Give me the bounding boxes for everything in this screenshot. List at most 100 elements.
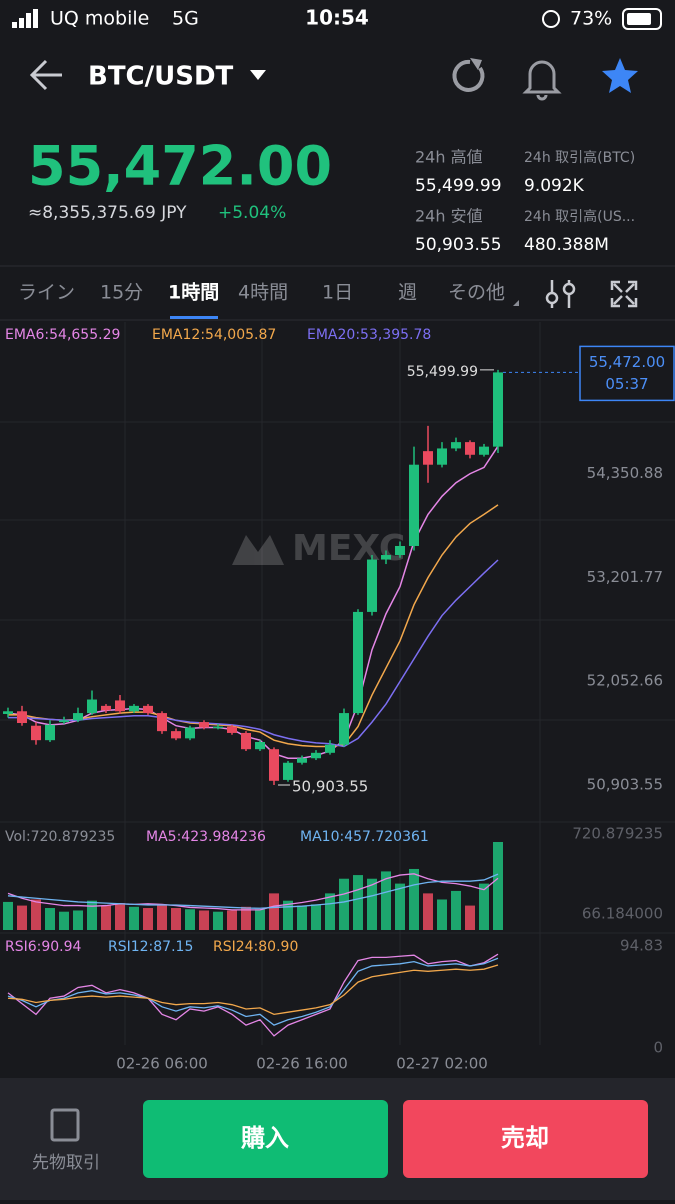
volume-bar — [255, 909, 265, 930]
volume-bar — [283, 900, 293, 930]
high-annotation: 55,499.99 — [407, 364, 478, 380]
tab-underline — [170, 316, 218, 319]
stat-label: 24h 取引高(BTC) — [524, 149, 635, 166]
volume-legend: Vol:720.879235 — [5, 829, 115, 845]
indicator-button[interactable] — [545, 280, 576, 308]
candle-body — [311, 752, 321, 759]
volume-bar — [115, 903, 125, 930]
volume-bar — [423, 893, 433, 930]
candle-body — [409, 464, 419, 546]
stat-value: 480.388M — [524, 235, 609, 255]
rsi-legend: RSI24:80.90 — [213, 939, 298, 955]
candle-body — [143, 705, 153, 714]
volume-bar — [241, 906, 251, 930]
candle-body — [3, 711, 13, 714]
stat-value: 55,499.99 — [415, 176, 502, 196]
ema-line — [8, 559, 499, 748]
timeframe-tab[interactable]: その他 — [448, 282, 505, 304]
candle-body — [101, 705, 111, 711]
candle-body — [395, 545, 405, 556]
price-change: +5.04% — [218, 203, 286, 223]
volume-bar — [59, 911, 69, 930]
volume-bar — [17, 905, 27, 930]
candle-body — [87, 699, 97, 714]
candle-body — [199, 722, 209, 728]
price-tag — [579, 345, 675, 402]
refresh-button[interactable] — [452, 59, 485, 92]
time-tick-label: 02-26 16:00 — [256, 1055, 348, 1073]
pair-title[interactable]: BTC/USDT — [88, 62, 234, 92]
candle-body — [353, 611, 363, 714]
candle-body — [269, 749, 279, 781]
candle-body — [381, 555, 391, 560]
signal-icon — [12, 9, 38, 28]
sell-button[interactable] — [403, 1100, 648, 1178]
timeframe-tab[interactable]: 4時間 — [238, 282, 288, 304]
more-indicator — [513, 300, 519, 306]
candle-body — [451, 442, 461, 449]
sell-label[interactable]: 売却 — [501, 1124, 549, 1152]
volume-bar — [465, 905, 475, 930]
candle-body — [283, 762, 293, 780]
fullscreen-button[interactable] — [610, 280, 638, 308]
timeframe-tab[interactable]: 1時間 — [168, 282, 219, 304]
stat-label: 24h 取引高(US... — [524, 208, 635, 225]
candle-body — [31, 725, 41, 741]
futures-label[interactable]: 先物取引 — [32, 1153, 100, 1173]
candle-body — [185, 727, 195, 739]
candle-body — [465, 442, 475, 455]
volume-bar — [87, 900, 97, 930]
candle-body — [213, 726, 223, 729]
ema-line — [8, 504, 499, 748]
volume-bar — [297, 905, 307, 930]
ema-legend: EMA6:54,655.29 — [5, 327, 120, 343]
volume-bar — [171, 908, 181, 930]
candle-body — [157, 713, 167, 732]
candle-body — [171, 731, 181, 739]
alert-button[interactable] — [522, 60, 562, 101]
timeframe-tab[interactable]: 15分 — [100, 282, 143, 304]
stat-value: 50,903.55 — [415, 235, 502, 255]
volume-ma-line — [7, 873, 499, 911]
time-tick-label: 02-26 06:00 — [116, 1055, 208, 1073]
volume-bar — [213, 911, 223, 930]
volume-bar — [3, 901, 13, 930]
candle-body — [325, 744, 335, 753]
candle-body — [227, 726, 237, 733]
price-tick-label: 52,052.66 — [587, 672, 663, 690]
volume-bar — [381, 871, 391, 930]
pair-dropdown[interactable] — [250, 70, 266, 80]
volume-ma-legend: MA5:423.984236 — [146, 829, 266, 845]
timeframe-tab[interactable]: 週 — [398, 282, 417, 304]
clock: 10:54 — [305, 6, 369, 30]
stat-label: 24h 安値 — [415, 207, 483, 226]
time-tick-label: 02-27 02:00 — [396, 1055, 488, 1073]
rsi-line — [7, 957, 499, 1026]
back-button[interactable] — [29, 59, 62, 91]
favorite-button[interactable] — [602, 58, 638, 93]
rsi-line — [7, 953, 499, 1037]
candle-body — [115, 700, 125, 712]
volume-bar — [185, 909, 195, 930]
price-tick-label: 53,201.77 — [587, 568, 663, 586]
candle-body — [73, 713, 83, 721]
candle-body — [129, 705, 139, 712]
timeframe-tab[interactable]: ライン — [18, 282, 75, 304]
buy-button[interactable] — [143, 1100, 388, 1178]
volume-bar — [101, 905, 111, 930]
volume-bar — [199, 910, 209, 930]
price-tag-time: 05:37 — [605, 375, 648, 393]
volume-bar — [451, 890, 461, 930]
volume-bar — [395, 883, 405, 930]
volume-bar — [157, 904, 167, 930]
price-tag-price: 55,472.00 — [589, 353, 665, 371]
futures-icon[interactable] — [50, 1108, 80, 1142]
timeframe-tab[interactable]: 1日 — [322, 282, 353, 304]
buy-label[interactable]: 購入 — [241, 1124, 289, 1152]
volume-bar — [73, 910, 83, 930]
volume-bar — [479, 883, 489, 930]
volume-bar — [45, 908, 55, 930]
refresh-arrow — [470, 58, 482, 70]
candle-body — [17, 711, 27, 724]
